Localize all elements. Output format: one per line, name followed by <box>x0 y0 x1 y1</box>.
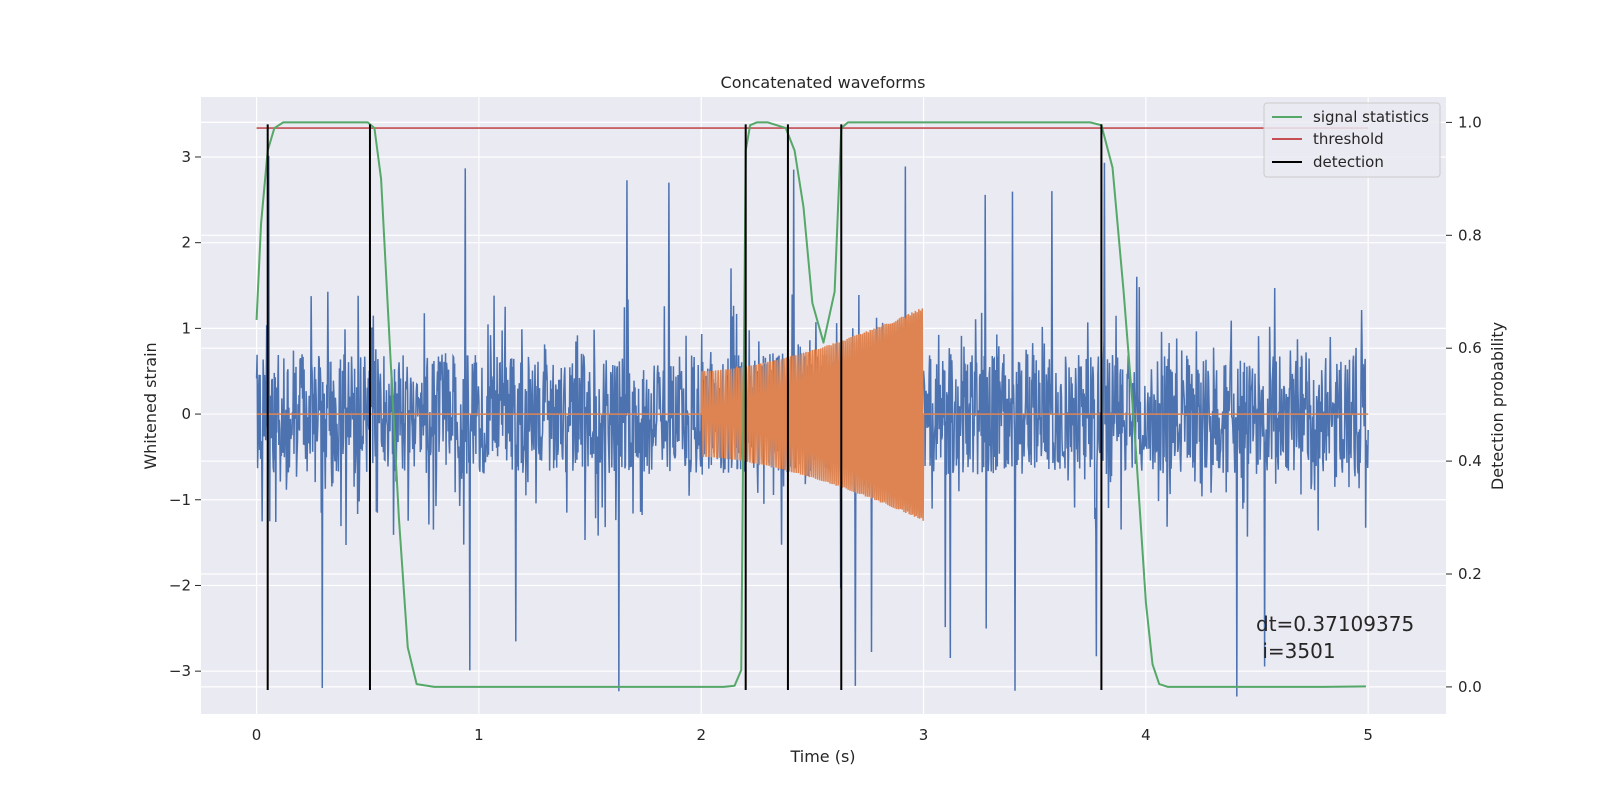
x-tick-label: 4 <box>1141 726 1151 744</box>
y2-tick-label: 0.4 <box>1458 452 1482 470</box>
chart-title: Concatenated waveforms <box>721 73 926 92</box>
x-tick-label: 1 <box>474 726 484 744</box>
x-tick-label: 5 <box>1363 726 1373 744</box>
y2-tick-label: 1.0 <box>1458 113 1482 131</box>
x-axis-label: Time (s) <box>789 747 855 766</box>
y2-axis-label: Detection probability <box>1488 322 1507 490</box>
y-tick-label: 0 <box>181 405 191 423</box>
grid <box>201 97 1446 714</box>
series-signal-statistics-line <box>255 121 1366 688</box>
y2-tick-label: 0.2 <box>1458 565 1482 583</box>
legend-box <box>1263 102 1441 178</box>
y-tick-label: −1 <box>169 491 191 509</box>
y-tick-label: 3 <box>181 148 191 166</box>
y2-tick-label: 0.0 <box>1458 678 1482 696</box>
legend: signal statistics threshold detection <box>1263 102 1441 178</box>
legend-label-detection: detection <box>1313 153 1384 171</box>
data-layer <box>255 121 1369 697</box>
y-tick-label: −3 <box>169 662 191 680</box>
y2-tick-label: 0.8 <box>1458 226 1482 244</box>
x-tick-label: 3 <box>919 726 929 744</box>
tick-labels: 0 1 2 3 4 5 −3 −2 −1 0 1 2 3 0.0 0.2 0.4 0.6 0.8 1.0 <box>169 113 1482 744</box>
y-axis-label: Whitened strain <box>141 342 160 469</box>
x-tick-label: 0 <box>252 726 262 744</box>
series-chirp-template-line <box>256 308 1369 521</box>
x-tick-label: 2 <box>696 726 706 744</box>
annotation-index: i=3501 <box>1256 639 1336 663</box>
y-tick-label: 2 <box>181 234 191 252</box>
annotation-dt: dt=0.37109375 <box>1256 612 1414 636</box>
y-tick-label: −2 <box>169 576 191 594</box>
legend-label-threshold: threshold <box>1313 130 1384 148</box>
y-tick-label: 1 <box>181 319 191 337</box>
legend-label-signal-statistics: signal statistics <box>1313 108 1429 126</box>
y2-tick-label: 0.6 <box>1458 339 1482 357</box>
